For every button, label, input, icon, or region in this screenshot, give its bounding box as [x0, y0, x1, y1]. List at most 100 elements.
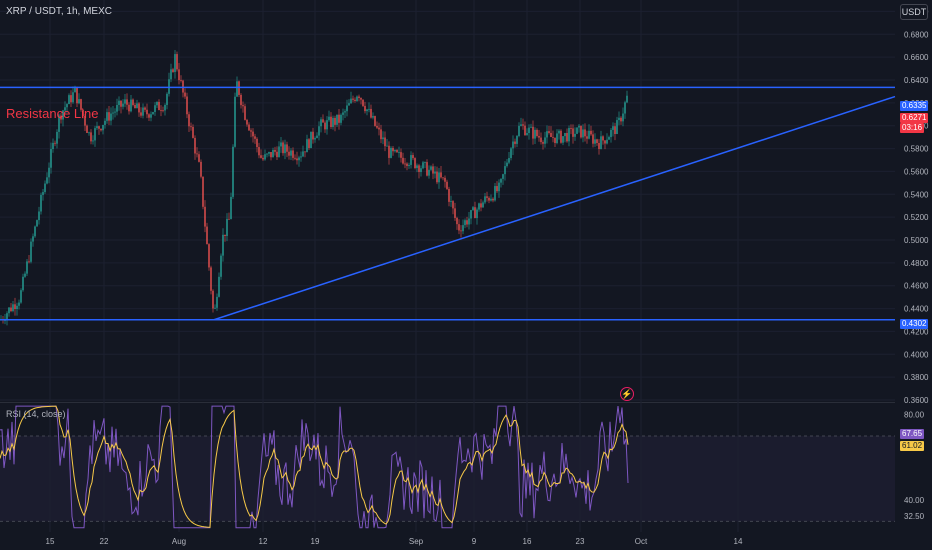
candle-body: [410, 155, 412, 165]
candle-body: [520, 124, 522, 126]
candle-body: [122, 103, 124, 107]
candle-body: [466, 220, 468, 225]
candle-body: [426, 162, 428, 176]
candle-body: [446, 181, 448, 189]
candle-body: [604, 140, 606, 144]
candle-body: [352, 98, 354, 100]
candle-body: [586, 136, 588, 139]
candle-body: [500, 178, 502, 183]
candle-body: [542, 142, 544, 144]
candle-body: [108, 112, 110, 121]
candle-body: [22, 276, 24, 291]
candle-body: [114, 111, 116, 113]
grid-lines: [0, 0, 895, 532]
candle-body: [362, 99, 364, 106]
candle-body: [34, 226, 36, 237]
time-axis[interactable]: 15 22 Aug 12 19 Sep 9 16 23 Oct 14: [46, 537, 743, 546]
ascending-trendline: [213, 95, 896, 321]
candle-body: [276, 151, 278, 158]
candle-body: [286, 144, 288, 152]
price-tick-label: 0.4200: [904, 327, 929, 336]
rsi-value-badge: 61.02: [900, 441, 925, 451]
candle-body: [490, 198, 492, 201]
candle-body: [450, 201, 452, 202]
candle-body: [64, 107, 66, 111]
candle-body: [602, 136, 604, 141]
candle-body: [408, 164, 410, 166]
candle-body: [398, 152, 400, 153]
candle-body: [526, 133, 528, 136]
price-tick-label: 0.6800: [904, 30, 929, 39]
candle-body: [380, 129, 382, 140]
candle-body: [46, 177, 48, 184]
rsi-band: [0, 436, 895, 522]
candle-body: [88, 132, 90, 134]
candle-body: [428, 169, 430, 176]
candle-body: [76, 86, 78, 104]
time-tick-label: 22: [100, 537, 109, 546]
candle-body: [560, 130, 562, 143]
candle-body: [94, 128, 96, 141]
rsi-tick-label: 32.50: [904, 512, 925, 521]
time-tick-label: 15: [46, 537, 55, 546]
candle-body: [96, 126, 98, 129]
candle-body: [528, 127, 530, 134]
price-tick-label: 0.3600: [904, 396, 929, 405]
candle-body: [338, 114, 340, 123]
candle-body: [572, 128, 574, 137]
time-tick-label: 14: [734, 537, 743, 546]
candle-body: [272, 149, 274, 158]
candle-body: [48, 167, 50, 178]
candle-body: [306, 139, 308, 153]
candle-body: [264, 154, 266, 160]
price-axis[interactable]: 0.70000.68000.66000.64000.62000.60000.58…: [904, 7, 929, 405]
candle-body: [26, 261, 28, 274]
candle-body: [198, 154, 200, 162]
candle-body: [420, 168, 422, 172]
candle-body: [580, 125, 582, 138]
candle-body: [430, 166, 432, 170]
time-tick-label: 16: [523, 537, 532, 546]
time-tick-label: Oct: [635, 537, 648, 546]
rsi-line: [0, 405, 629, 529]
candle-body: [6, 313, 8, 321]
candle-body: [130, 99, 132, 112]
candle-body: [434, 171, 436, 174]
candle-body: [396, 149, 398, 153]
rsi-ma-line: [0, 405, 629, 528]
candle-body: [512, 141, 514, 149]
candle-body: [588, 130, 590, 139]
candle-body: [152, 112, 154, 115]
candle-body: [124, 99, 126, 104]
candle-body: [368, 108, 370, 110]
candle-body: [482, 202, 484, 208]
candle-body: [578, 125, 580, 128]
candle-body: [28, 261, 30, 263]
trend-lines[interactable]: [0, 86, 896, 321]
candle-body: [252, 131, 254, 137]
candle-body: [354, 99, 356, 102]
symbol-title[interactable]: XRP / USDT, 1h, MEXC: [6, 6, 112, 17]
candle-body: [510, 148, 512, 159]
candle-body: [400, 152, 402, 158]
price-tick-label: 0.5400: [904, 190, 929, 199]
candle-body: [618, 117, 620, 121]
candle-body: [350, 98, 352, 104]
rsi-title[interactable]: RSI (14, close): [6, 409, 66, 419]
candle-body: [554, 137, 556, 143]
candle-body: [60, 115, 62, 120]
candle-body: [330, 116, 332, 128]
rsi-tick-label: 40.00: [904, 496, 925, 505]
price-countdown-badge: 03:16: [900, 123, 925, 133]
pane-divider: [0, 402, 895, 403]
candle-body: [568, 128, 570, 142]
candle-body: [594, 139, 596, 144]
currency-button[interactable]: USDT: [900, 4, 928, 20]
lightning-icon[interactable]: ⚡: [620, 387, 634, 401]
rsi-axis[interactable]: 80.00 40.00 32.50: [904, 411, 925, 521]
candle-body: [498, 182, 500, 192]
candle-body: [364, 105, 366, 112]
candle-body: [596, 139, 598, 144]
candle-body: [118, 100, 120, 106]
